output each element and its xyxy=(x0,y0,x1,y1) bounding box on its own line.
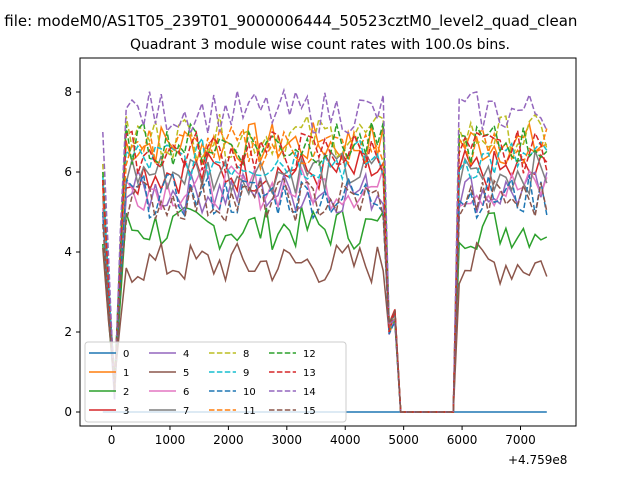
legend-label-6: 6 xyxy=(183,387,189,398)
legend-label-3: 3 xyxy=(123,406,129,417)
x-tick-label: 0 xyxy=(108,433,116,447)
legend-label-5: 5 xyxy=(183,368,189,379)
legend-label-10: 10 xyxy=(243,387,256,398)
plot-frame xyxy=(79,57,577,427)
series-line-14 xyxy=(102,87,548,413)
x-axis-offset-label: +4.759e8 xyxy=(508,453,568,467)
x-tick-label: 6000 xyxy=(447,433,478,447)
y-tick-label: 6 xyxy=(64,165,72,179)
legend-label-13: 13 xyxy=(303,368,316,379)
ticks-layer: 0 1000 2000 3000 4000 5000 6000 7000 0 2 4 6 8 xyxy=(64,85,535,447)
legend-label-14: 14 xyxy=(303,387,316,398)
legend-label-1: 1 xyxy=(123,368,129,379)
series-line-8 xyxy=(102,113,548,413)
series-line-11 xyxy=(102,125,548,413)
legend-label-11: 11 xyxy=(243,406,256,417)
series-line-10 xyxy=(102,172,548,413)
x-tick-label: 3000 xyxy=(272,433,303,447)
y-tick-label: 4 xyxy=(64,245,72,259)
figure-suptitle: n file: modeM0/AS1T05_239T01_9000006444_… xyxy=(0,12,578,30)
x-tick-label: 1000 xyxy=(155,433,186,447)
x-tick-label: 7000 xyxy=(505,433,536,447)
x-tick-label: 5000 xyxy=(388,433,419,447)
series-line-5 xyxy=(102,240,548,413)
legend-label-2: 2 xyxy=(123,387,129,398)
x-tick-label: 4000 xyxy=(330,433,361,447)
legend-box xyxy=(84,341,347,423)
x-tick-label: 2000 xyxy=(213,433,244,447)
y-tick-label: 0 xyxy=(64,405,72,419)
series-line-15 xyxy=(102,177,548,413)
series-line-2 xyxy=(102,206,548,413)
legend-label-15: 15 xyxy=(303,406,316,417)
legend-label-0: 0 xyxy=(123,349,129,360)
legend-label-8: 8 xyxy=(243,349,249,360)
series-line-12 xyxy=(102,121,548,413)
series-line-13 xyxy=(102,130,548,413)
legend-label-12: 12 xyxy=(303,349,316,360)
series-line-3 xyxy=(102,148,548,413)
legend-label-7: 7 xyxy=(183,406,189,417)
legend-label-4: 4 xyxy=(183,349,189,360)
y-tick-label: 2 xyxy=(64,325,72,339)
y-tick-label: 8 xyxy=(64,85,72,99)
legend-label-9: 9 xyxy=(243,368,249,379)
chart-title: Quadrant 3 module wise count rates with … xyxy=(130,37,510,53)
